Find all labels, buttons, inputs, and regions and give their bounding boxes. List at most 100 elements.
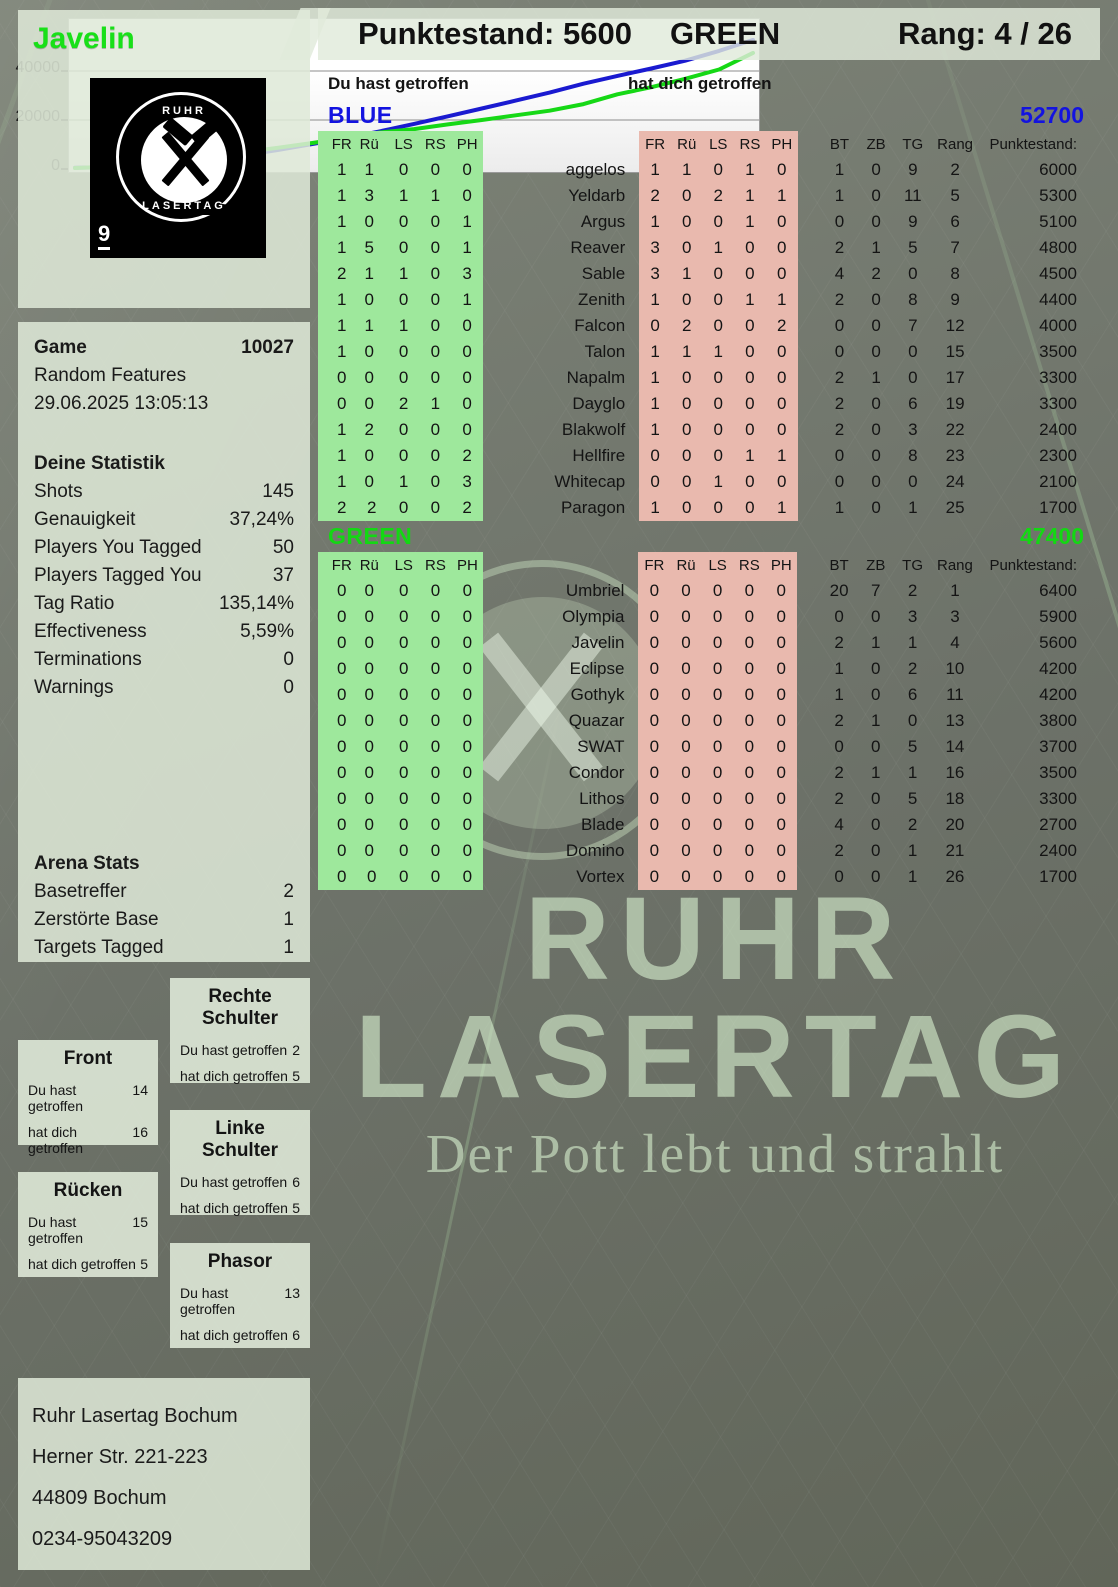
- table-row[interactable]: 1 0 0 0 1 Zenith 1 0 0 1 1 2 0 8 9 4400: [318, 287, 1095, 313]
- col-header-you-RS: RS: [419, 131, 452, 157]
- spacer: [797, 760, 821, 786]
- col-header-them-PH: PH: [765, 131, 798, 157]
- table-row[interactable]: 1 0 0 0 2 Hellfire 0 0 0 1 1 0 0 8 23 2300: [318, 443, 1095, 469]
- cell-rang: 5: [950, 186, 960, 205]
- cell-you-Rü: 0: [355, 682, 388, 708]
- cell-zb: 0: [871, 867, 881, 886]
- stat-row: Tag Ratio 135,14%: [34, 590, 294, 618]
- table-row[interactable]: 0 0 0 0 0 Umbriel 0 0 0 0 0 20 7 2 1 6400: [318, 578, 1095, 604]
- table-row[interactable]: 0 0 0 0 0 Domino 0 0 0 0 0 2 0 1 21 2400: [318, 838, 1095, 864]
- zone-got-hit-row: hat dich getroffen 16: [28, 1119, 148, 1161]
- cell-tg: 9: [908, 160, 918, 179]
- col-header-them-LS: LS: [702, 131, 734, 157]
- team-total-score: 52700: [1020, 102, 1084, 128]
- cell-player-name: Talon: [584, 342, 626, 361]
- zone-got-hit-row: hat dich getroffen 5: [180, 1063, 300, 1089]
- cell-you-LS: 1: [387, 469, 420, 495]
- cell-you-PH: 0: [451, 786, 484, 812]
- spacer: [483, 261, 518, 287]
- spacer: [483, 131, 518, 157]
- cell-them-PH: 0: [765, 417, 798, 443]
- cell-you-RS: 0: [419, 365, 452, 391]
- cell-them-Rü: 0: [670, 734, 702, 760]
- table-row[interactable]: 0 0 0 0 0 Eclipse 0 0 0 0 0 1 0 2 10 4200: [318, 656, 1095, 682]
- cell-you-Rü: 2: [355, 495, 388, 521]
- spacer: [798, 313, 821, 339]
- table-row[interactable]: 1 5 0 0 1 Reaver 3 0 1 0 0 2 1 5 7 4800: [318, 235, 1095, 261]
- cell-punktestand: 1700: [1039, 498, 1077, 517]
- table-row[interactable]: 1 0 1 0 3 Whitecap 0 0 1 0 0 0 0 0 24 2100: [318, 469, 1095, 495]
- cell-bt: 0: [834, 737, 844, 756]
- cell-player-name: Quazar: [568, 711, 625, 730]
- table-row[interactable]: 1 0 0 0 0 Talon 1 1 1 0 0 0 0 0 15 3500: [318, 339, 1095, 365]
- cell-you-Rü: 0: [355, 604, 388, 630]
- col-header-them-LS: LS: [701, 552, 734, 578]
- cell-them-RS: 0: [733, 786, 766, 812]
- table-row[interactable]: 0 0 0 0 0 Napalm 1 0 0 0 0 2 1 0 17 3300: [318, 365, 1095, 391]
- table-row[interactable]: 0 0 0 0 0 Lithos 0 0 0 0 0 2 0 5 18 3300: [318, 786, 1095, 812]
- table-row[interactable]: 2 2 0 0 2 Paragon 1 0 0 0 1 1 0 1 25 1700: [318, 495, 1095, 521]
- zone-got-hit-label: hat dich getroffen: [28, 1256, 136, 1272]
- cell-them-FR: 0: [638, 604, 671, 630]
- cell-you-FR: 0: [318, 656, 356, 682]
- table-row[interactable]: 0 0 2 1 0 Dayglo 1 0 0 0 0 2 0 6 19 3300: [318, 391, 1095, 417]
- stat-row: Zerstörte Base 1: [34, 906, 294, 934]
- cell-zb: 0: [871, 446, 881, 465]
- table-row[interactable]: 0 0 0 0 0 SWAT 0 0 0 0 0 0 0 5 14 3700: [318, 734, 1095, 760]
- cell-you-PH: 2: [451, 443, 484, 469]
- spacer: [798, 209, 821, 235]
- cell-them-LS: 0: [702, 157, 734, 183]
- zone-got-hit-value: 5: [292, 1200, 300, 1216]
- logo-badge-number: 9: [98, 222, 111, 250]
- zone-title: Phasor: [207, 1251, 273, 1272]
- col-header-them-FR: FR: [638, 552, 671, 578]
- cell-punktestand: 3300: [1039, 368, 1077, 387]
- table-row[interactable]: 2 1 1 0 3 Sable 3 1 0 0 0 4 2 0 8 4500: [318, 261, 1095, 287]
- col-header-you-RS: RS: [419, 552, 452, 578]
- spacer: [798, 469, 821, 495]
- cell-punktestand: 2100: [1039, 472, 1077, 491]
- stat-label: Players You Tagged: [34, 537, 202, 558]
- table-row[interactable]: 0 0 0 0 0 Blade 0 0 0 0 0 4 0 2 20 2700: [318, 812, 1095, 838]
- table-row[interactable]: 1 3 1 1 0 Yeldarb 2 0 2 1 1 1 0 11 5 5300: [318, 183, 1095, 209]
- table-row[interactable]: 0 0 0 0 0 Olympia 0 0 0 0 0 0 0 3 3 5900: [318, 604, 1095, 630]
- cell-you-Rü: 5: [355, 235, 388, 261]
- table-row[interactable]: 0 0 0 0 0 Vortex 0 0 0 0 0 0 0 1 26 1700: [318, 864, 1095, 890]
- cell-you-FR: 1: [318, 157, 356, 183]
- stat-label: Genauigkeit: [34, 509, 136, 530]
- cell-punktestand: 3300: [1039, 394, 1077, 413]
- cell-punktestand: 3700: [1039, 737, 1077, 756]
- cell-them-PH: 0: [765, 838, 798, 864]
- table-row[interactable]: 0 0 0 0 0 Quazar 0 0 0 0 0 2 1 0 13 3800: [318, 708, 1095, 734]
- table-header-row: FR Rü LS RS PH FR Rü LS RS PH BT ZB TG Rang Punktestan…: [318, 552, 1095, 578]
- cell-them-LS: 0: [702, 209, 734, 235]
- cell-them-PH: 0: [765, 864, 798, 890]
- table-row[interactable]: 0 0 0 0 0 Javelin 0 0 0 0 0 2 1 1 4 5600: [318, 630, 1095, 656]
- cell-you-Rü: 0: [355, 656, 388, 682]
- table-row[interactable]: 1 2 0 0 0 Blakwolf 1 0 0 0 0 2 0 3 22 2400: [318, 417, 1095, 443]
- table-row[interactable]: 0 0 0 0 0 Condor 0 0 0 0 0 2 1 1 16 3500: [318, 760, 1095, 786]
- cell-punktestand: 4200: [1039, 685, 1077, 704]
- spacer: [798, 287, 821, 313]
- cell-player-name: Lithos: [579, 789, 625, 808]
- cell-you-RS: 0: [419, 630, 452, 656]
- your-stats-list: Shots 145 Genauigkeit 37,24% Players You Tag…: [34, 478, 294, 702]
- header-bar: Punktestand: 5600 GREEN Rang: 4 / 26: [318, 8, 1100, 60]
- table-row[interactable]: 1 1 0 0 0 aggelos 1 1 0 1 0 1 0 9 2 6000: [318, 157, 1095, 183]
- spacer: [34, 418, 294, 450]
- table-row[interactable]: 0 0 0 0 0 Gothyk 0 0 0 0 0 1 0 6 11 4200: [318, 682, 1095, 708]
- cell-zb: 0: [871, 737, 881, 756]
- stat-row: Players You Tagged 50: [34, 534, 294, 562]
- zone-hit-label: Du hast getroffen: [180, 1174, 288, 1190]
- table-row[interactable]: 1 0 0 0 1 Argus 1 0 0 1 0 0 0 9 6 5100: [318, 209, 1095, 235]
- spacer: [483, 760, 518, 786]
- col-header-you-Rü: Rü: [355, 131, 388, 157]
- table-row[interactable]: 1 1 1 0 0 Falcon 0 2 0 0 2 0 0 7 12 4000: [318, 313, 1095, 339]
- cell-tg: 3: [907, 607, 918, 626]
- cell-you-RS: 0: [419, 864, 452, 890]
- cell-them-FR: 0: [638, 656, 671, 682]
- spacer: [483, 287, 518, 313]
- cell-rang: 20: [945, 815, 965, 834]
- cell-you-RS: 0: [419, 708, 452, 734]
- cell-punktestand: 5900: [1039, 607, 1077, 626]
